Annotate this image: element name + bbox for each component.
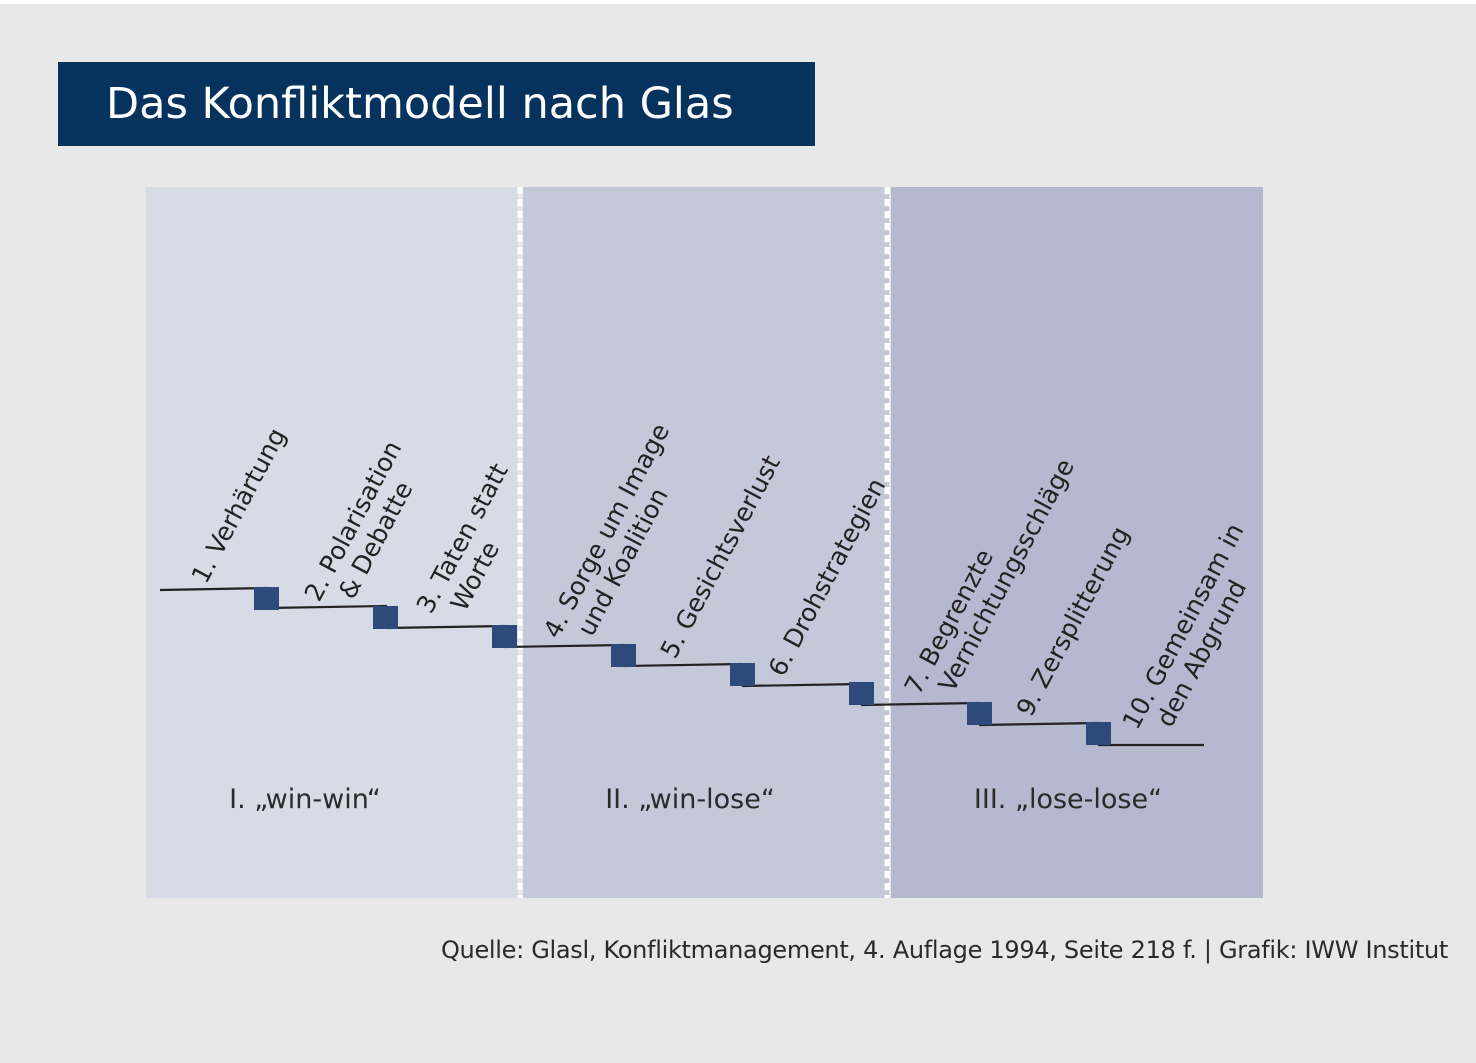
phase-label-3: III. „lose-lose“ <box>974 784 1162 815</box>
page-title: Das Konfliktmodell nach Glas <box>106 79 734 129</box>
stage-label-6: 6. Drohstrategien <box>763 473 892 680</box>
title-box: Das Konfliktmodell nach Glas <box>58 62 815 146</box>
stage-label-3: 3. Taten stattWorte <box>411 458 540 631</box>
source-caption: Quelle: Glasl, Konfliktmanagement, 4. Au… <box>440 936 1448 964</box>
phase-zone-1 <box>146 187 518 898</box>
stage-label-1-line-1: 1. Verhärtung <box>186 423 292 588</box>
step-marker-6 <box>849 682 874 705</box>
stair-segment-5 <box>623 662 743 668</box>
phase-zone-2 <box>523 187 889 898</box>
phase-label-1: I. „win-win“ <box>229 784 381 815</box>
stage-label-2: 2. Polarisation& Debatte <box>299 436 433 620</box>
top-strip <box>0 0 1476 4</box>
stair-segment-2 <box>267 604 388 610</box>
stair-segment-7 <box>860 701 980 707</box>
stage-label-6-line-1: 6. Drohstrategien <box>763 473 892 680</box>
stage-label-5-line-1: 5. Gesichtsverlust <box>655 450 786 662</box>
stage-label-9: 10. Gemeinsam inden Abgrund <box>1117 519 1275 748</box>
step-marker-4 <box>611 644 636 667</box>
phase-zone-3 <box>891 187 1263 898</box>
step-marker-1 <box>254 587 279 610</box>
stage-label-1: 1. Verhärtung <box>186 423 292 588</box>
stair-segment-6 <box>741 682 862 688</box>
stair-segment-1 <box>159 586 269 592</box>
step-marker-3 <box>492 625 517 648</box>
step-marker-7 <box>967 702 992 725</box>
step-marker-2 <box>373 606 398 629</box>
stair-segment-4 <box>504 643 625 649</box>
stair-segment-3 <box>386 624 506 630</box>
stair-segment-8 <box>978 721 1099 727</box>
phase-label-2: II. „win-lose“ <box>605 784 775 815</box>
step-marker-8 <box>1086 722 1111 745</box>
step-marker-5 <box>730 663 755 686</box>
stage-label-5: 5. Gesichtsverlust <box>655 450 786 662</box>
